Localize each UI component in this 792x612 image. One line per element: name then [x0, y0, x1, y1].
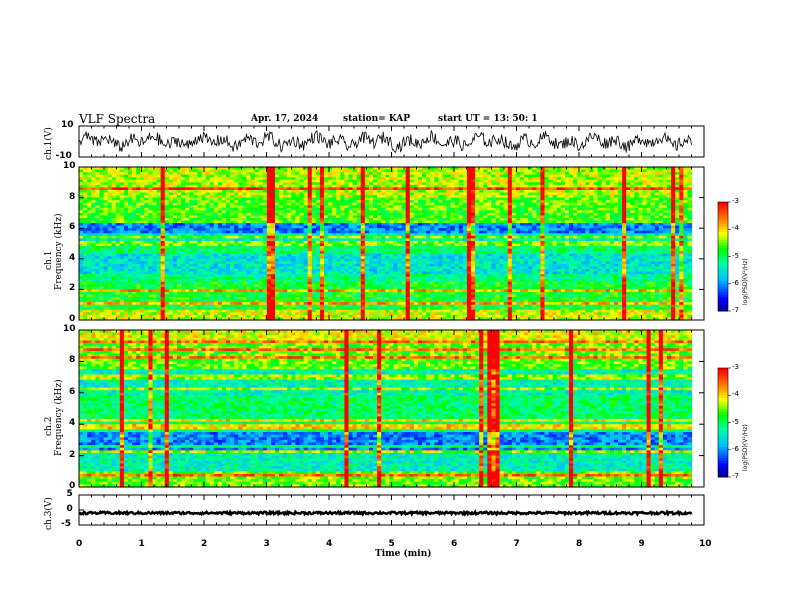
x-tick-label: 0 [76, 539, 82, 549]
y-tick-label: 8 [69, 192, 75, 202]
colorbar-tick-label: -5 [732, 418, 739, 426]
ch1-spec-ylabel-line1: ch.1 [44, 251, 54, 270]
x-axis-label: Time (min) [375, 549, 432, 559]
x-tick-label: 7 [514, 539, 520, 549]
x-tick-label: 8 [576, 539, 582, 549]
y-tick-label: 2 [69, 450, 75, 460]
x-tick-label: 9 [639, 539, 645, 549]
colorbar-tick-label: -4 [732, 390, 739, 398]
ch3-volt-ylabel: ch.3(V) [44, 497, 54, 530]
y-tick-label: 10 [63, 324, 76, 334]
ch1-spec-ylabel-line2: Frequency (kHz) [54, 213, 64, 290]
x-tick-label: 10 [699, 539, 712, 549]
y-tick-label: 10 [61, 120, 74, 130]
y-tick-label: -10 [56, 151, 72, 161]
ch2-spectrogram [79, 330, 692, 488]
colorbar-tick-label: -7 [732, 306, 739, 314]
ch2-spec-ylabel-line2: Frequency (kHz) [54, 379, 64, 456]
y-tick-label: 5 [67, 489, 73, 499]
y-tick-label: 0 [67, 504, 73, 514]
colorbar-tick-label: -6 [732, 445, 739, 453]
ch1-volt-ylabel: ch.1(V) [44, 127, 54, 160]
colorbar-label: log(PSD)(V²/Hz) [742, 258, 749, 305]
colorbar-tick-label: -3 [732, 363, 739, 371]
colorbar-tick-label: -3 [732, 197, 739, 205]
colorbar-tick-label: -4 [732, 224, 739, 232]
y-tick-label: -5 [61, 519, 71, 529]
x-tick-label: 4 [326, 539, 332, 549]
x-tick-label: 5 [389, 539, 395, 549]
y-tick-label: 6 [69, 387, 75, 397]
ch3-waveform [79, 512, 692, 514]
ch1-waveform [79, 131, 692, 153]
x-tick-label: 3 [264, 539, 270, 549]
ch1-spectrogram [79, 167, 692, 321]
y-tick-label: 2 [69, 283, 75, 293]
y-tick-label: 4 [69, 418, 75, 428]
x-tick-label: 2 [201, 539, 207, 549]
colorbars [718, 202, 731, 478]
x-tick-label: 1 [139, 539, 145, 549]
y-tick-label: 10 [63, 161, 76, 171]
colorbar-label: log(PSD)(V²/Hz) [742, 424, 749, 471]
ch1-waveform-line [79, 131, 692, 153]
x-tick-label: 6 [451, 539, 457, 549]
y-tick-label: 0 [69, 314, 75, 324]
vlf-figure [0, 0, 792, 612]
colorbar-tick-label: -7 [732, 472, 739, 480]
ch3-waveform-line [79, 512, 692, 514]
ch2-spec-ylabel-line1: ch.2 [44, 417, 54, 436]
y-tick-label: 6 [69, 222, 75, 232]
y-tick-label: 8 [69, 355, 75, 365]
y-tick-label: 4 [69, 253, 75, 263]
colorbar-tick-label: -6 [732, 279, 739, 287]
colorbar-tick-label: -5 [732, 252, 739, 260]
